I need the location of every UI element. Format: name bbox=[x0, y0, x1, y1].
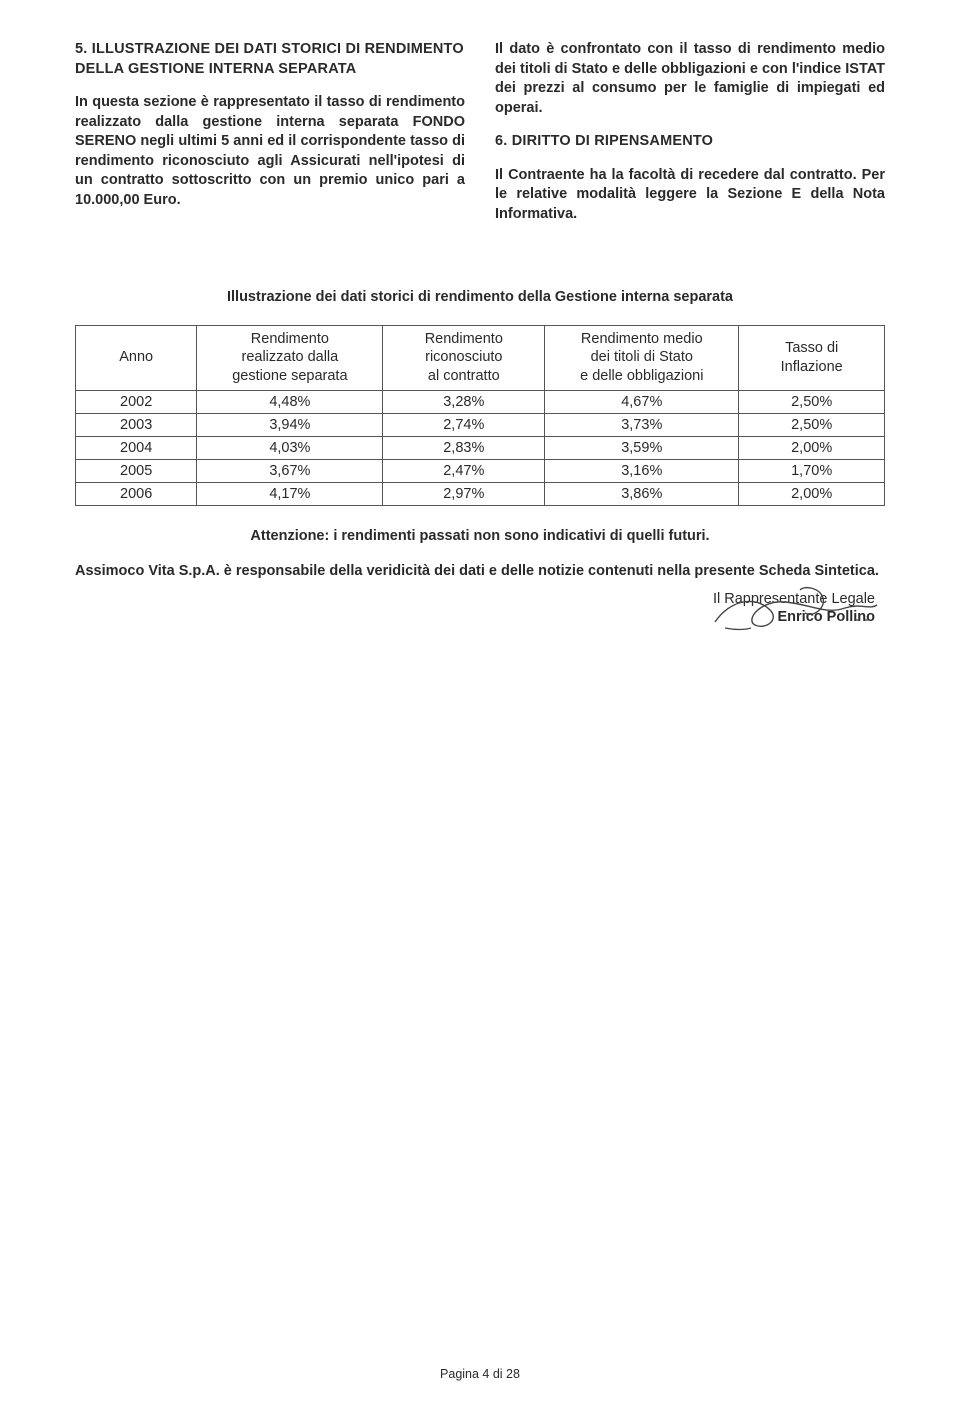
th-rend-medio: Rendimento mediodei titoli di Statoe del… bbox=[545, 325, 739, 391]
section-5-heading: 5. ILLUSTRAZIONE DEI DATI STORICI DI REN… bbox=[75, 40, 465, 79]
table-caption: Illustrazione dei dati storici di rendim… bbox=[75, 289, 885, 305]
section-5-paragraph: In questa sezione è rappresentato il tas… bbox=[75, 93, 465, 210]
table-cell: 2,47% bbox=[383, 460, 545, 483]
table-cell: 2,00% bbox=[739, 483, 885, 506]
two-column-section: 5. ILLUSTRAZIONE DEI DATI STORICI DI REN… bbox=[75, 40, 885, 239]
table-cell: 3,73% bbox=[545, 414, 739, 437]
th-rend-ric: Rendimentoriconosciutoal contratto bbox=[383, 325, 545, 391]
left-column: 5. ILLUSTRAZIONE DEI DATI STORICI DI REN… bbox=[75, 40, 465, 239]
table-cell: 2,97% bbox=[383, 483, 545, 506]
table-cell: 2006 bbox=[76, 483, 197, 506]
warning-text: Attenzione: i rendimenti passati non son… bbox=[75, 528, 885, 544]
table-cell: 2,00% bbox=[739, 437, 885, 460]
signature-title: Il Rappresentante Legale bbox=[75, 590, 875, 609]
table-cell: 2002 bbox=[76, 391, 197, 414]
table-row: 20024,48%3,28%4,67%2,50% bbox=[76, 391, 885, 414]
table-cell: 3,86% bbox=[545, 483, 739, 506]
table-cell: 4,67% bbox=[545, 391, 739, 414]
th-tasso: Tasso diInflazione bbox=[739, 325, 885, 391]
page-footer: Pagina 4 di 28 bbox=[0, 1367, 960, 1381]
th-anno: Anno bbox=[76, 325, 197, 391]
table-cell: 4,48% bbox=[197, 391, 383, 414]
right-column: Il dato è confrontato con il tasso di re… bbox=[495, 40, 885, 239]
table-row: 20064,17%2,97%3,86%2,00% bbox=[76, 483, 885, 506]
table-cell: 4,03% bbox=[197, 437, 383, 460]
table-cell: 1,70% bbox=[739, 460, 885, 483]
table-cell: 2,83% bbox=[383, 437, 545, 460]
performance-table: Anno Rendimentorealizzato dallagestione … bbox=[75, 325, 885, 507]
signature-name: Enrico Pollino bbox=[75, 608, 875, 627]
th-rend-real: Rendimentorealizzato dallagestione separ… bbox=[197, 325, 383, 391]
table-body: 20024,48%3,28%4,67%2,50%20033,94%2,74%3,… bbox=[76, 391, 885, 506]
table-cell: 2003 bbox=[76, 414, 197, 437]
table-row: 20044,03%2,83%3,59%2,00% bbox=[76, 437, 885, 460]
section-6-paragraph: Il Contraente ha la facoltà di recedere … bbox=[495, 166, 885, 225]
table-cell: 3,59% bbox=[545, 437, 739, 460]
section-6-heading: 6. DIRITTO DI RIPENSAMENTO bbox=[495, 132, 885, 152]
comparison-paragraph: Il dato è confrontato con il tasso di re… bbox=[495, 40, 885, 118]
table-cell: 2,74% bbox=[383, 414, 545, 437]
table-header-row: Anno Rendimentorealizzato dallagestione … bbox=[76, 325, 885, 391]
table-row: 20053,67%2,47%3,16%1,70% bbox=[76, 460, 885, 483]
responsibility-text: Assimoco Vita S.p.A. è responsabile dell… bbox=[75, 562, 885, 582]
table-cell: 3,67% bbox=[197, 460, 383, 483]
table-cell: 2,50% bbox=[739, 391, 885, 414]
table-row: 20033,94%2,74%3,73%2,50% bbox=[76, 414, 885, 437]
table-cell: 2004 bbox=[76, 437, 197, 460]
table-cell: 4,17% bbox=[197, 483, 383, 506]
signature-block: Il Rappresentante Legale Enrico Pollino bbox=[75, 590, 885, 628]
table-cell: 3,94% bbox=[197, 414, 383, 437]
table-cell: 3,16% bbox=[545, 460, 739, 483]
table-cell: 3,28% bbox=[383, 391, 545, 414]
table-cell: 2,50% bbox=[739, 414, 885, 437]
table-cell: 2005 bbox=[76, 460, 197, 483]
